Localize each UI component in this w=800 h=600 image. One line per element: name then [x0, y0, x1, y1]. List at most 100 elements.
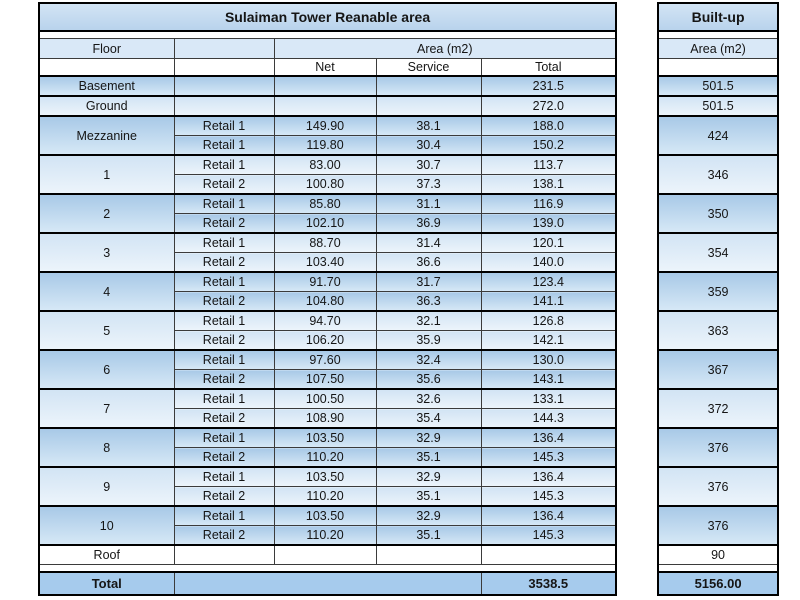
- unit-label: Retail 1: [173, 349, 275, 370]
- floor-row: 6 Retail 1 97.60 32.4 130.0: [38, 349, 617, 390]
- builtup-row: 501.5: [657, 75, 779, 97]
- floor-label: 1: [38, 154, 175, 195]
- net-value: 102.10: [273, 213, 377, 234]
- grand-total-label: Total: [38, 571, 175, 596]
- builtup-value: 501.5: [657, 95, 779, 117]
- builtup-row: 363: [657, 310, 779, 351]
- service-value: 35.4: [375, 408, 482, 429]
- floor-row: Retail 2 107.50 35.6 143.1: [39, 369, 617, 390]
- total-value: 231.5: [480, 75, 617, 97]
- total-value: 136.4: [480, 427, 617, 448]
- floor-row: 7 Retail 1 100.50 32.6 133.1: [38, 388, 617, 429]
- service-value: 30.4: [375, 135, 482, 156]
- service-value: 31.1: [375, 193, 482, 214]
- service-value: 32.9: [375, 466, 482, 487]
- total-value: 145.3: [480, 447, 617, 468]
- builtup-value: 350: [657, 193, 779, 234]
- builtup-row: 376: [657, 505, 779, 546]
- builtup-row: 376: [657, 427, 779, 468]
- unit-label: Retail 2: [173, 213, 275, 234]
- builtup-blank-header-row: [657, 58, 779, 77]
- unit-label: [173, 544, 275, 565]
- net-value: [273, 95, 377, 117]
- unit-column-header: [173, 38, 275, 59]
- total-value: 145.3: [480, 525, 617, 546]
- unit-label: Retail 1: [173, 271, 275, 292]
- floor-label: 6: [38, 349, 175, 390]
- builtup-table: Built-up Area (m2) 501.5 501.5 424 346 350 35…: [657, 2, 780, 596]
- builtup-row: 376: [657, 466, 779, 507]
- unit-label: Retail 2: [173, 525, 275, 546]
- floor-row: 1 Retail 1 83.00 30.7 113.7: [38, 154, 617, 195]
- builtup-row: 346: [657, 154, 779, 195]
- builtup-value: 424: [657, 115, 779, 156]
- net-value: 110.20: [273, 486, 377, 507]
- built-rows: 501.5 501.5 424 346 350 354 359 363 367 372 376 376…: [657, 75, 779, 565]
- header-row-1: Floor Area (m2): [38, 38, 617, 59]
- floor-label: Ground: [38, 95, 175, 117]
- service-value: 32.9: [375, 505, 482, 526]
- net-value: 149.90: [273, 115, 377, 136]
- net-value: 88.70: [273, 232, 377, 253]
- unit-label: Retail 1: [173, 310, 275, 331]
- floor-label: Basement: [38, 75, 175, 97]
- floor-row: 5 Retail 1 94.70 32.1 126.8: [38, 310, 617, 351]
- floor-label: 2: [38, 193, 175, 234]
- net-value: 94.70: [273, 310, 377, 331]
- service-value: 31.7: [375, 271, 482, 292]
- floor-row: 10 Retail 1 103.50 32.9 136.4: [38, 505, 617, 546]
- unit-label: Retail 1: [173, 466, 275, 487]
- service-value: 36.6: [375, 252, 482, 273]
- builtup-value: 90: [657, 544, 779, 565]
- floor-label: 4: [38, 271, 175, 312]
- service-value: [375, 95, 482, 117]
- total-value: 123.4: [480, 271, 617, 292]
- total-value: 120.1: [480, 232, 617, 253]
- total-value: 272.0: [480, 95, 617, 117]
- builtup-value: 354: [657, 232, 779, 273]
- spacer-row: [39, 30, 617, 39]
- floor-row: Retail 2 110.20 35.1 145.3: [39, 447, 617, 468]
- floor-label: Mezzanine: [38, 115, 175, 156]
- unit-label: [173, 75, 275, 97]
- builtup-row: 501.5: [657, 95, 779, 117]
- total-value: 188.0: [480, 115, 617, 136]
- builtup-row: 359: [657, 271, 779, 312]
- builtup-area-header: Area (m2): [657, 38, 779, 59]
- floor-row: 9 Retail 1 103.50 32.9 136.4: [38, 466, 617, 507]
- net-value: [273, 75, 377, 97]
- unit-label: Retail 2: [173, 330, 275, 351]
- net-value: 100.80: [273, 174, 377, 195]
- floor-row: 3 Retail 1 88.70 31.4 120.1: [38, 232, 617, 273]
- service-value: 35.6: [375, 369, 482, 390]
- unit-label: Retail 2: [173, 252, 275, 273]
- unit-label: Retail 2: [173, 486, 275, 507]
- net-value: [273, 544, 377, 565]
- service-value: 32.9: [375, 427, 482, 448]
- total-value: 126.8: [480, 310, 617, 331]
- unit-label: Retail 1: [173, 115, 275, 136]
- total-value: 136.4: [480, 466, 617, 487]
- total-value: 133.1: [480, 388, 617, 409]
- unit-label: Retail 1: [173, 505, 275, 526]
- service-value: 35.1: [375, 447, 482, 468]
- floor-label: 7: [38, 388, 175, 429]
- spacer-row: [658, 564, 779, 573]
- service-value: 32.1: [375, 310, 482, 331]
- grand-total-value: 3538.5: [480, 571, 617, 596]
- service-value: [375, 544, 482, 565]
- net-value: 103.50: [273, 505, 377, 526]
- net-value: 110.20: [273, 447, 377, 468]
- builtup-row: 350: [657, 193, 779, 234]
- unit-label: Retail 1: [173, 193, 275, 214]
- area-group-header: Area (m2): [273, 38, 617, 59]
- unit-label: Retail 2: [173, 369, 275, 390]
- builtup-area-header-row: Area (m2): [657, 38, 779, 59]
- service-value: 35.1: [375, 525, 482, 546]
- builtup-value: 359: [657, 271, 779, 312]
- floor-label: 3: [38, 232, 175, 273]
- floor-row: Retail 2 106.20 35.9 142.1: [39, 330, 617, 351]
- builtup-value: 376: [657, 427, 779, 468]
- total-value: 140.0: [480, 252, 617, 273]
- unit-label: Retail 1: [173, 135, 275, 156]
